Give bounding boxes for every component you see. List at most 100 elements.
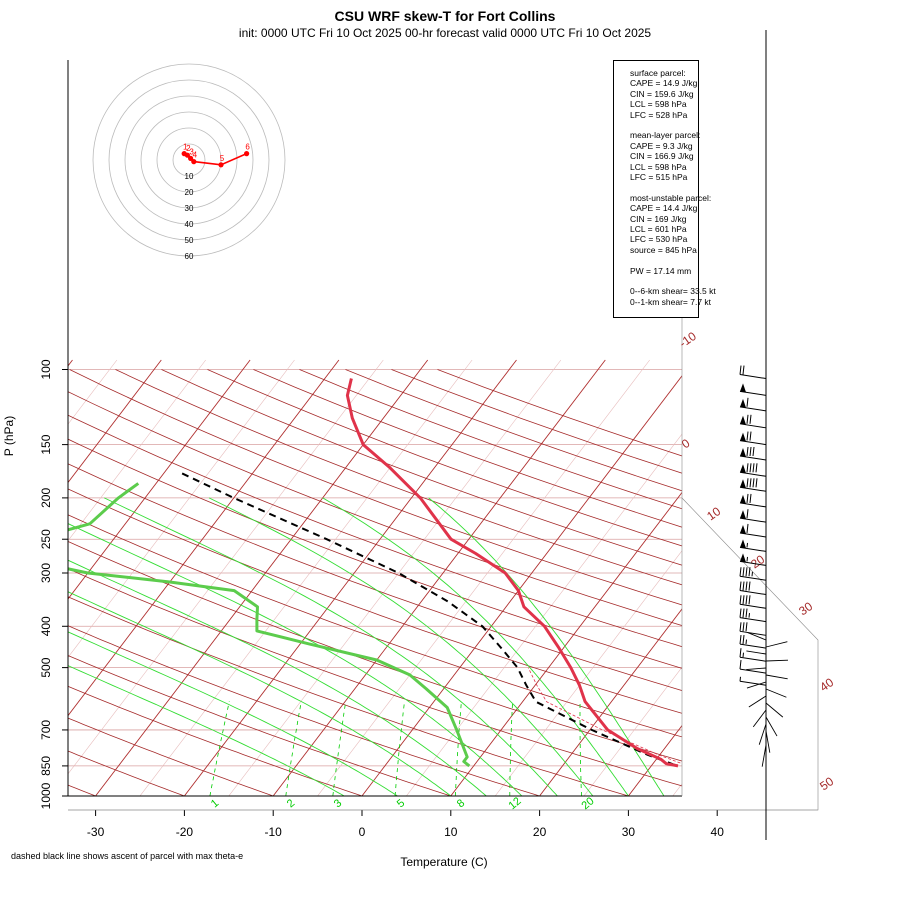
hodograph-ring-label: 40 [185,220,194,229]
stats-line: source = 845 hPa [630,244,697,255]
hodograph-ring [140,111,238,209]
dry-adiabat-line [68,514,682,738]
dry-adiabat-line [68,438,682,669]
isotherm-line [68,359,162,484]
hodograph-point-label: 3 [189,147,194,156]
dry-adiabat-lines [68,369,682,796]
wind-barb [739,478,767,492]
stats-line: CIN = 169 J/kg [630,213,687,224]
wind-barb [739,463,767,477]
wind-barb [739,648,767,662]
x-tick-label: 30 [622,825,636,839]
y-tick-label: 400 [39,616,53,636]
wind-barb [739,676,767,686]
y-tick-label: 200 [39,488,53,508]
hodograph-ring [92,63,286,257]
low-level-wind-barbs [746,632,789,767]
stats-heading: most-unstable parcel: [630,192,712,203]
wind-barb [739,414,767,429]
isotherm-line [317,359,650,796]
hodograph-point-label: 1 [183,143,188,152]
mixing-ratio-line [332,701,347,796]
wind-barb [739,509,767,523]
x-axis-label: Temperature (C) [400,855,487,869]
x-tick-label: -30 [87,825,105,839]
x-tick-label: 40 [711,825,725,839]
wind-barb [739,608,767,623]
precipitable-water: PW = 17.14 mm [630,266,698,276]
isotherm-line [68,359,295,658]
hodograph-point [218,162,224,168]
moist-adiabat-line [68,559,487,796]
mixing-ratio-line [579,701,582,796]
surface-parcel-line [527,667,682,765]
isobar-lines [68,369,682,796]
dry-adiabat-line [68,540,682,762]
dry-adiabat-line [68,463,682,691]
surface-parcel-stats: surface parcel: CAPE = 14.9 J/kg CIN = 1… [630,68,698,120]
stats-line: LCL = 598 hPa [630,161,687,172]
wind-barb [739,383,767,396]
stats-line: CIN = 166.9 J/kg [630,151,694,162]
moist-adiabat-line [428,497,665,796]
mixing-ratio-line [285,701,302,796]
hodograph-point-label: 4 [193,151,198,160]
hodograph-point [188,155,194,161]
stats-line: CAPE = 14.9 J/kg [630,78,698,89]
isotherm-line [583,666,682,796]
hodograph-ring [108,79,270,241]
hodograph-ring-label: 30 [185,204,194,213]
temperature-profile-line [345,378,679,768]
mixing-ratio-line [209,701,230,796]
x-tick-label: 10 [444,825,458,839]
dry-adiabat-line [68,488,682,714]
isotherm-line [361,375,682,796]
stats-line: CIN = 159.6 J/kg [630,88,694,99]
hodograph-ring-label: 60 [185,252,194,261]
isotherm-line [272,359,606,796]
wind-barb [739,635,767,649]
moist-adiabat-line [68,631,398,796]
isotherm-line [494,550,682,796]
stats-line: LFC = 515 hPa [630,172,688,183]
wind-barb [739,553,767,566]
hodograph-ring [156,127,222,193]
x-tick-label: 0 [359,825,366,839]
stats-line: 0--1-km shear= 7.7 kt [630,296,712,307]
plot-frame [67,60,683,797]
mixing-ratio-line [454,701,462,796]
stats-line: LFC = 528 hPa [630,109,688,120]
hodograph-point [191,159,197,165]
dry-adiabat-line [69,369,682,606]
wind-barb [739,539,767,552]
hodograph-ring [172,143,206,177]
wind-barb [739,365,767,380]
footnote: dashed black line shows ascent of parcel… [11,851,243,861]
wind-barb [739,581,767,596]
stats-line: LCL = 601 hPa [630,224,687,235]
isotherm-line [627,724,682,796]
most-unstable-parcel-stats: most-unstable parcel: CAPE = 14.4 J/kg C… [630,192,712,255]
dry-adiabat-line [68,625,541,796]
dry-adiabat-line [68,568,682,787]
hodograph-point-label: 6 [245,143,250,152]
dry-adiabat-line [68,750,186,796]
isotherm-line [68,359,206,542]
wind-barb [739,523,767,538]
x-tick-label: -10 [265,825,283,839]
pressure-axis: 100 150 200 250 300 400 500 700 850 1000 [39,359,68,809]
mean-layer-parcel-stats: mean-layer parcel: CAPE = 9.3 J/kg CIN =… [630,130,700,183]
y-tick-label: 500 [39,657,53,677]
wind-barbs [739,30,789,840]
dry-adiabat-line [161,369,682,566]
isotherm-line [94,359,429,796]
moist-adiabat-line [322,497,629,796]
hodograph-point [184,152,190,158]
isotherm-line [68,359,251,600]
temperature-axis: -30 -20 -10 0 10 20 30 40 [68,809,818,839]
parcel-stats-box: surface parcel: CAPE = 14.9 J/kg CIN = 1… [613,60,716,318]
wind-barb [739,660,767,674]
y-tick-label: 150 [39,434,53,454]
